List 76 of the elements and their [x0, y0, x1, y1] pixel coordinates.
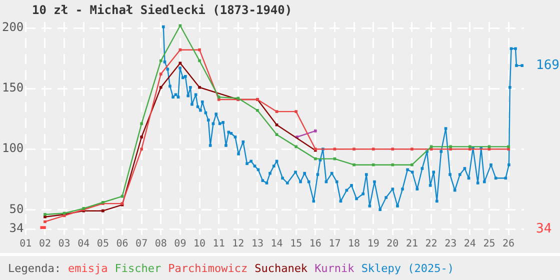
point — [294, 145, 298, 148]
point — [217, 96, 220, 98]
x-tick-label: 08 — [154, 238, 167, 250]
point — [159, 72, 162, 76]
point — [410, 163, 414, 166]
x-tick-label: 20 — [386, 238, 399, 250]
x-tick-label: 18 — [348, 238, 360, 250]
legend-title: Legenda: — [8, 262, 61, 274]
point — [44, 215, 46, 218]
x-tick-label: 03 — [58, 238, 70, 250]
x-tick-label: 24 — [464, 238, 476, 250]
point — [468, 148, 472, 151]
x-tick-label: 09 — [174, 238, 186, 250]
text: Sklepy (2025-) — [361, 262, 454, 274]
x-tick-label: 15 — [290, 238, 302, 250]
text: 34 — [536, 221, 552, 236]
y-tick-label: 50 — [9, 202, 24, 216]
point — [449, 145, 452, 148]
point — [102, 209, 104, 212]
x-tick-label: 13 — [251, 238, 264, 250]
x-tick-label: 02 — [38, 238, 52, 250]
point — [44, 220, 46, 224]
x-tick-label: 22 — [425, 238, 438, 250]
point — [198, 59, 201, 62]
text: 169 — [536, 58, 560, 73]
point — [468, 145, 472, 148]
point — [178, 62, 182, 65]
point — [391, 163, 394, 166]
point — [391, 148, 394, 151]
point — [275, 123, 278, 126]
y-tick-label: 150 — [2, 80, 24, 95]
chart-title: 10 zł - Michał Siedlecki (1873-1940) — [32, 3, 292, 18]
x-tick-label: 16 — [309, 238, 322, 250]
point — [410, 148, 414, 151]
y-tick-label: 100 — [2, 141, 24, 156]
point — [198, 48, 201, 52]
text: Fischer — [114, 262, 162, 274]
point — [159, 59, 162, 62]
x-tick-label: 11 — [212, 238, 225, 250]
text: emisja — [68, 262, 108, 274]
point — [314, 157, 317, 160]
x-tick-label: 25 — [483, 238, 496, 250]
x-tick-label: 12 — [232, 238, 244, 250]
x-tick-label: 26 — [502, 238, 515, 250]
point — [314, 130, 317, 132]
point — [140, 148, 143, 151]
y-tick-label: 200 — [2, 20, 24, 34]
point — [140, 122, 143, 126]
x-tick-label: 19 — [367, 238, 380, 250]
point — [449, 148, 452, 151]
point — [275, 133, 278, 136]
point — [372, 163, 375, 166]
x-tick-label: 06 — [116, 238, 128, 250]
text: Suchanek — [254, 262, 308, 274]
point — [352, 163, 356, 166]
x-tick-label: 01 — [20, 238, 32, 250]
point — [507, 148, 510, 151]
point — [352, 148, 356, 151]
x-tick-label: 17 — [328, 238, 341, 250]
x-tick-label: 05 — [96, 238, 109, 250]
point — [178, 48, 182, 52]
text: Parchimowicz — [168, 262, 248, 274]
point — [275, 110, 278, 113]
x-tick-label: 14 — [270, 238, 283, 250]
point — [333, 148, 336, 151]
x-tick-label: 04 — [78, 238, 90, 250]
point — [159, 86, 162, 89]
x-tick-label: 21 — [406, 238, 418, 250]
point — [178, 24, 182, 28]
x-tick-label: 10 — [193, 238, 206, 250]
point — [507, 145, 510, 148]
x-tick-label: 07 — [136, 238, 148, 250]
point — [372, 148, 375, 151]
text: Kurnik — [314, 262, 354, 274]
y-tick-label: 34 — [9, 221, 24, 236]
x-tick-label: 23 — [444, 238, 457, 250]
